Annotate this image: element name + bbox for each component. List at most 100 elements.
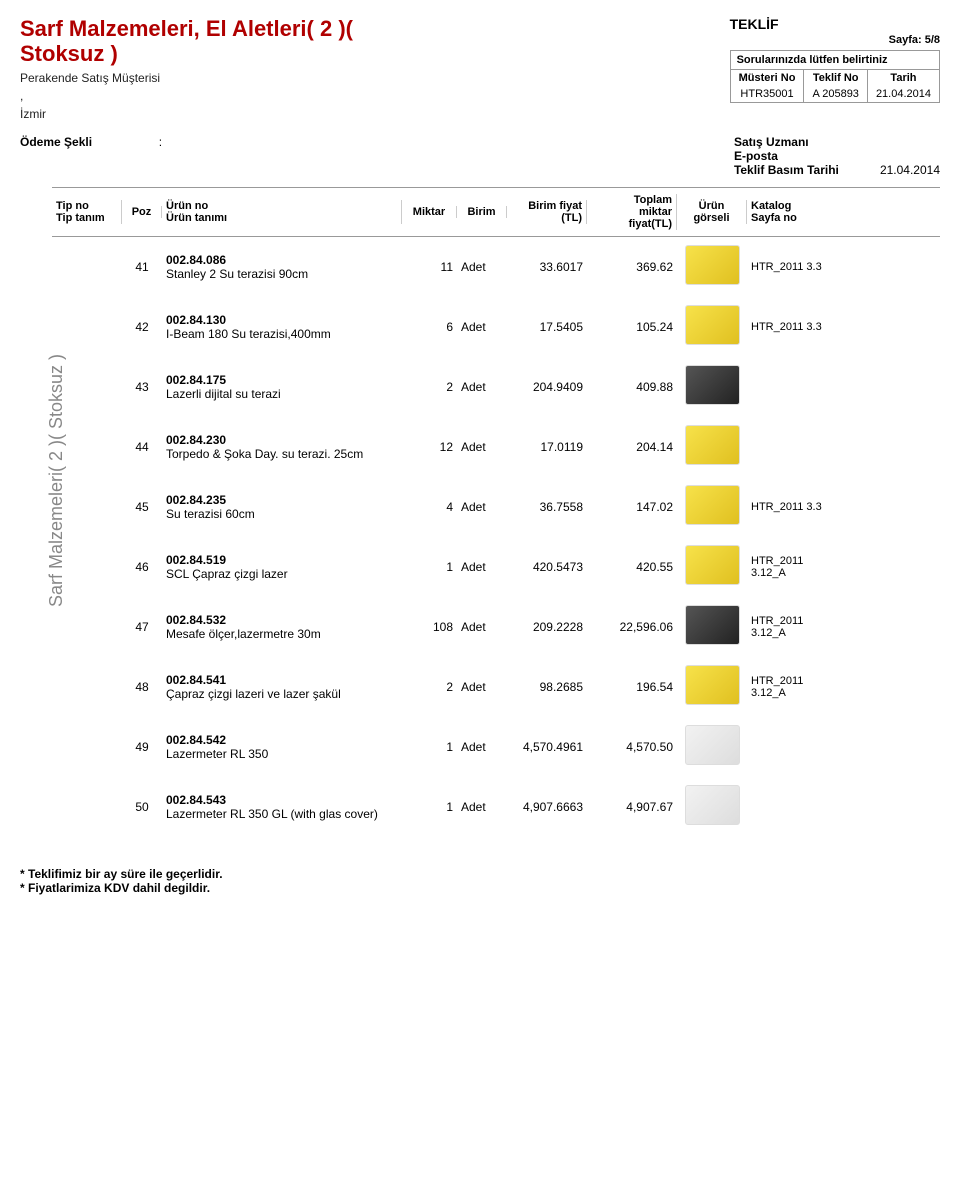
content-wrap: Sarf Malzemeleri( 2 )( Stoksuz ) Tip no …: [52, 187, 940, 837]
cell-qty: 1: [402, 740, 457, 754]
product-name: Torpedo & Şoka Day. su terazi. 25cm: [166, 447, 398, 461]
email-label: E-posta: [734, 149, 864, 163]
cell-qty: 11: [402, 260, 457, 274]
cell-total: 204.14: [587, 440, 677, 454]
product-name: Çapraz çizgi lazeri ve lazer şakül: [166, 687, 398, 701]
teklif-col-1: Müsteri No: [731, 70, 804, 86]
payment-label: Ödeme Şekli: [20, 135, 92, 149]
cell-qty: 108: [402, 620, 457, 634]
product-name: Su terazisi 60cm: [166, 507, 398, 521]
cell-product: 002.84.175Lazerli dijital su terazi: [162, 373, 402, 401]
product-name: Lazerli dijital su terazi: [166, 387, 398, 401]
page-header: Sarf Malzemeleri, El Aletleri( 2 )( Stok…: [20, 16, 940, 121]
payment-sep: :: [159, 135, 162, 149]
table-row: 46002.84.519SCL Çapraz çizgi lazer1Adet4…: [52, 537, 940, 597]
col-total: Toplam miktar fiyat(TL): [587, 194, 677, 230]
teklif-title: TEKLİF: [730, 16, 940, 32]
footer-line-2: * Fiyatlarimiza KDV dahil degildir.: [20, 881, 940, 895]
teklif-col-3: Tarih: [867, 70, 939, 86]
product-code: 002.84.230: [166, 433, 398, 447]
table-row: 42002.84.130I-Beam 180 Su terazisi,400mm…: [52, 297, 940, 357]
cell-qty: 12: [402, 440, 457, 454]
cell-poz: 42: [122, 320, 162, 334]
product-image: [685, 605, 740, 645]
cell-catalog: HTR_2011 3.3: [747, 321, 837, 333]
cell-unitprice: 36.7558: [507, 500, 587, 514]
teklif-val-2: A 205893: [804, 86, 868, 102]
cell-product: 002.84.130I-Beam 180 Su terazisi,400mm: [162, 313, 402, 341]
cell-qty: 2: [402, 680, 457, 694]
table-row: 43002.84.175Lazerli dijital su terazi2Ad…: [52, 357, 940, 417]
cell-unit: Adet: [457, 440, 507, 454]
cell-poz: 44: [122, 440, 162, 454]
cell-img: [677, 605, 747, 648]
product-code: 002.84.543: [166, 793, 398, 807]
meta-left: Ödeme Şekli :: [20, 135, 162, 177]
cell-total: 147.02: [587, 500, 677, 514]
cell-qty: 6: [402, 320, 457, 334]
cell-total: 409.88: [587, 380, 677, 394]
cell-img: [677, 245, 747, 288]
table-row: 49002.84.542Lazermeter RL 3501Adet4,570.…: [52, 717, 940, 777]
teklif-table: Müsteri No Teklif No Tarih HTR35001 A 20…: [731, 70, 939, 102]
cell-unit: Adet: [457, 620, 507, 634]
col-unit: Birim: [457, 206, 507, 218]
cell-catalog: HTR_2011 3.3: [747, 261, 837, 273]
cell-poz: 46: [122, 560, 162, 574]
product-image: [685, 545, 740, 585]
col-catalog: Katalog Sayfa no: [747, 200, 837, 224]
cell-img: [677, 545, 747, 588]
cell-unitprice: 204.9409: [507, 380, 587, 394]
table-row: 47002.84.532Mesafe ölçer,lazermetre 30m1…: [52, 597, 940, 657]
cell-qty: 1: [402, 560, 457, 574]
product-image: [685, 425, 740, 465]
cell-qty: 1: [402, 800, 457, 814]
product-image: [685, 485, 740, 525]
cell-unitprice: 17.0119: [507, 440, 587, 454]
product-code: 002.84.175: [166, 373, 398, 387]
print-date-label: Teklif Basım Tarihi: [734, 163, 864, 177]
cell-total: 4,570.50: [587, 740, 677, 754]
cell-unitprice: 209.2228: [507, 620, 587, 634]
subtitle-1: Perakende Satış Müşterisi: [20, 71, 440, 85]
cell-unitprice: 4,907.6663: [507, 800, 587, 814]
cell-img: [677, 665, 747, 708]
cell-img: [677, 365, 747, 408]
product-image: [685, 785, 740, 825]
table-row: 41002.84.086Stanley 2 Su terazisi 90cm11…: [52, 237, 940, 297]
cell-product: 002.84.519SCL Çapraz çizgi lazer: [162, 553, 402, 581]
cell-product: 002.84.532Mesafe ölçer,lazermetre 30m: [162, 613, 402, 641]
col-poz: Poz: [122, 206, 162, 218]
cell-unit: Adet: [457, 740, 507, 754]
cell-product: 002.84.230Torpedo & Şoka Day. su terazi.…: [162, 433, 402, 461]
table-row: 48002.84.541Çapraz çizgi lazeri ve lazer…: [52, 657, 940, 717]
cell-total: 196.54: [587, 680, 677, 694]
cell-product: 002.84.235Su terazisi 60cm: [162, 493, 402, 521]
cell-img: [677, 485, 747, 528]
table-row: 50002.84.543Lazermeter RL 350 GL (with g…: [52, 777, 940, 837]
subtitle-2: ,: [20, 89, 440, 103]
teklif-val-1: HTR35001: [731, 86, 804, 102]
cell-poz: 41: [122, 260, 162, 274]
product-image: [685, 665, 740, 705]
col-typeno: Tip no Tip tanım: [52, 200, 122, 224]
product-code: 002.84.519: [166, 553, 398, 567]
product-image: [685, 305, 740, 345]
teklif-box: Sorularınızda lütfen belirtiniz Müsteri …: [730, 50, 940, 103]
cell-poz: 47: [122, 620, 162, 634]
cell-unit: Adet: [457, 800, 507, 814]
cell-unitprice: 17.5405: [507, 320, 587, 334]
main-title: Sarf Malzemeleri, El Aletleri( 2 )( Stok…: [20, 16, 440, 67]
cell-product: 002.84.541Çapraz çizgi lazeri ve lazer ş…: [162, 673, 402, 701]
footer-line-1: * Teklifimiz bir ay süre ile geçerlidir.: [20, 867, 940, 881]
product-code: 002.84.235: [166, 493, 398, 507]
cell-poz: 49: [122, 740, 162, 754]
product-name: SCL Çapraz çizgi lazer: [166, 567, 398, 581]
cell-unitprice: 420.5473: [507, 560, 587, 574]
cell-img: [677, 725, 747, 768]
cell-poz: 45: [122, 500, 162, 514]
cell-img: [677, 785, 747, 828]
column-headers: Tip no Tip tanım Poz Ürün no Ürün tanımı…: [52, 187, 940, 237]
cell-total: 369.62: [587, 260, 677, 274]
side-label: Sarf Malzemeleri( 2 )( Stoksuz ): [46, 354, 67, 607]
